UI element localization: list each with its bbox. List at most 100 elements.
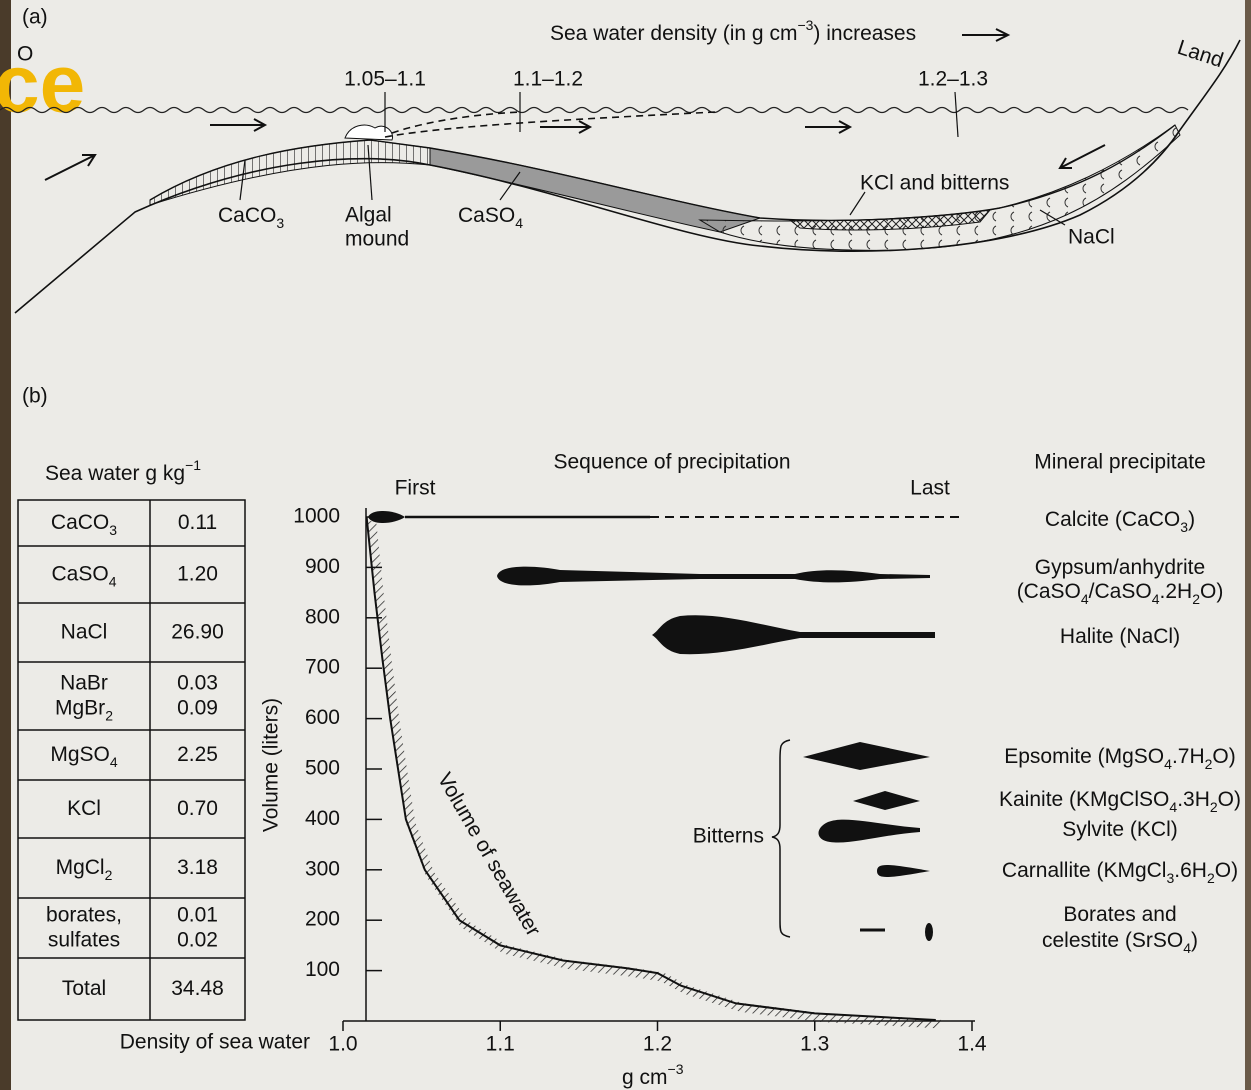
- y-tick-label: 600: [305, 706, 340, 729]
- sediment-top: [149, 124, 1176, 222]
- y-tick-label: 500: [305, 757, 340, 780]
- volume-curve: [365, 516, 936, 1021]
- text-part: ) increases: [813, 22, 916, 45]
- text-part: 3.18: [177, 856, 218, 879]
- y-tick-label: 300: [305, 857, 340, 880]
- table-compound: CaCO3: [51, 511, 117, 538]
- text-part: O): [1212, 745, 1235, 768]
- subscript: 4: [1081, 591, 1089, 607]
- y-axis-label: Volume (liters): [260, 698, 283, 832]
- algal-label: Algal: [345, 204, 392, 227]
- text-part: Carnallite (KMgCl: [1002, 859, 1167, 882]
- text-part: Epsomite (MgSO: [1004, 745, 1164, 768]
- subscript: 3: [276, 215, 284, 231]
- text-part: Kainite (KMgClSO: [999, 788, 1169, 811]
- mineral-label: Borates and: [1063, 903, 1176, 926]
- text-part: Borates and: [1063, 903, 1176, 926]
- mineral-label: Sylvite (KCl): [1062, 818, 1178, 841]
- kcl-label: KCl and bitterns: [860, 172, 1009, 195]
- text-part: g cm: [622, 1066, 668, 1089]
- text-part: 0.09: [177, 696, 218, 719]
- subscript: 4: [1169, 799, 1177, 815]
- text-part: 0.02: [177, 928, 218, 951]
- subscript: 4: [1183, 940, 1191, 956]
- x-tick-label: 1.0: [328, 1033, 357, 1056]
- range-label: 1.05–1.1: [344, 68, 426, 91]
- text-part: O): [1215, 859, 1238, 882]
- text-part: borates,: [46, 903, 122, 926]
- celestite-range: [925, 923, 933, 941]
- panel-label: (a): [22, 6, 48, 29]
- subscript: 4: [515, 215, 523, 231]
- text-part: .6H: [1174, 859, 1207, 882]
- mineral-label: Halite (NaCl): [1060, 625, 1180, 648]
- halite-range: [652, 615, 935, 655]
- table-compound: borates,: [46, 903, 122, 926]
- corner-fragment: O: [17, 43, 33, 66]
- text-part: Sea water g kg: [45, 462, 185, 485]
- text-part: CaCO: [218, 204, 276, 227]
- x-tick-label: 1.4: [957, 1033, 987, 1056]
- table-value: 0.03: [177, 671, 218, 694]
- text-part: Total: [62, 977, 106, 1000]
- table-value: 0.11: [178, 511, 217, 534]
- subscript: 3: [1180, 519, 1188, 535]
- sea-surface: [0, 106, 1189, 114]
- corner-text: ce: [0, 39, 85, 130]
- y-tick-label: 400: [305, 807, 340, 830]
- range-label: 1.1–1.2: [513, 68, 583, 91]
- x-axis-label: Density of sea water: [120, 1031, 310, 1054]
- text-part: 34.48: [171, 977, 224, 1000]
- flow-arrows: [44, 118, 1106, 181]
- algal-label: mound: [345, 228, 409, 251]
- subscript: 4: [1152, 591, 1160, 607]
- text-part: .3H: [1177, 788, 1210, 811]
- y-tick-label: 900: [305, 555, 340, 578]
- text-part: ): [1188, 508, 1195, 531]
- gypsum-range: [497, 566, 930, 586]
- panel-label: (b): [22, 385, 48, 408]
- arrow: [962, 28, 1011, 42]
- text-part: O): [1218, 788, 1241, 811]
- table-value: 26.90: [171, 620, 224, 643]
- x-tick-label: 1.1: [486, 1033, 515, 1056]
- text-part: 0.11: [178, 511, 217, 534]
- seabed: [14, 39, 1241, 314]
- text-part: (CaSO: [1017, 580, 1081, 603]
- text-part: 0.70: [177, 797, 218, 820]
- subscript: 3: [109, 522, 117, 538]
- sequence-title: Sequence of precipitation: [554, 451, 791, 474]
- superscript: −3: [668, 1061, 684, 1077]
- curve-hatching: [367, 520, 942, 1029]
- precipitation-ranges: [368, 510, 965, 941]
- bitterns-label: Bitterns: [693, 825, 764, 848]
- text-part: sulfates: [48, 928, 120, 951]
- table-compound: CaSO4: [52, 562, 117, 589]
- text-part: .2H: [1160, 580, 1193, 603]
- scan-edge: [1245, 0, 1251, 1090]
- table-value: 0.70: [177, 797, 218, 820]
- table-value: 0.09: [177, 696, 218, 719]
- kainite-range: [853, 791, 920, 810]
- text-part: Calcite (CaCO: [1045, 508, 1180, 531]
- text-part: celestite (SrSO: [1042, 929, 1183, 952]
- table-value: 1.20: [177, 562, 218, 585]
- table-value: 3.18: [177, 856, 218, 879]
- carnallite-range: [877, 864, 930, 878]
- mineral-label: Kainite (KMgClSO4.3H2O): [999, 788, 1241, 815]
- superscript: −1: [185, 457, 201, 473]
- subscript: 2: [1207, 870, 1215, 886]
- table-header: Sea water g kg−1: [45, 457, 201, 485]
- caso4-label: CaSO4: [458, 204, 523, 231]
- table-compound: NaCl: [61, 620, 108, 643]
- mineral-label: (CaSO4/CaSO4.2H2O): [1017, 580, 1224, 607]
- mineral-title: Mineral precipitate: [1034, 451, 1206, 474]
- table-compound: NaBr: [60, 671, 108, 694]
- text-part: MgSO: [50, 743, 110, 766]
- scan-edge: [0, 0, 11, 1090]
- text-part: Sea water density (in g cm: [550, 22, 797, 45]
- table-value: 0.02: [177, 928, 218, 951]
- text-part: 1.20: [177, 562, 218, 585]
- mineral-label: Calcite (CaCO3): [1045, 508, 1195, 535]
